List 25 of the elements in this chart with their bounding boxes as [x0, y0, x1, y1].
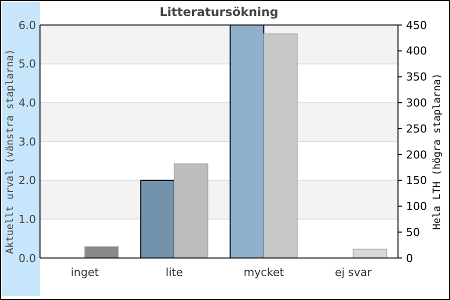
y2-tick-label: 450 — [406, 18, 427, 32]
y2-tick-label: 50 — [406, 226, 420, 239]
y-tick-label: 4.0 — [18, 96, 36, 110]
x-tick-label: ej svar — [334, 266, 372, 279]
y-tick-label: 0.0 — [18, 252, 36, 265]
bar — [84, 246, 119, 258]
y-tick-label: 2.0 — [18, 174, 36, 188]
y-tick-label: 5.0 — [18, 58, 36, 71]
y2-tick-label: 350 — [406, 70, 427, 84]
y-tick-label: 3.0 — [18, 135, 36, 148]
y2-tick-label: 300 — [406, 96, 427, 110]
y2-tick-label: 100 — [406, 200, 427, 214]
chart-title: Litteratursökning — [160, 5, 278, 19]
y-tick-label: 6.0 — [18, 18, 36, 32]
y2-tick-label: 400 — [406, 44, 427, 58]
y2-tick-label: 200 — [406, 148, 427, 162]
y2-tick-label: 0 — [406, 252, 413, 265]
y-axis-title: Aktuellt urval (vänstra staplarna) — [5, 49, 16, 254]
y-tick-label: 1.0 — [18, 213, 36, 226]
x-tick-label: inget — [70, 266, 100, 279]
x-tick-label: lite — [166, 266, 184, 279]
y2-tick-label: 150 — [406, 174, 427, 188]
y2-axis-title: Hela LTH (högra staplarna) — [432, 73, 443, 230]
x-tick-label: mycket — [244, 266, 285, 279]
y2-tick-label: 250 — [406, 122, 427, 136]
